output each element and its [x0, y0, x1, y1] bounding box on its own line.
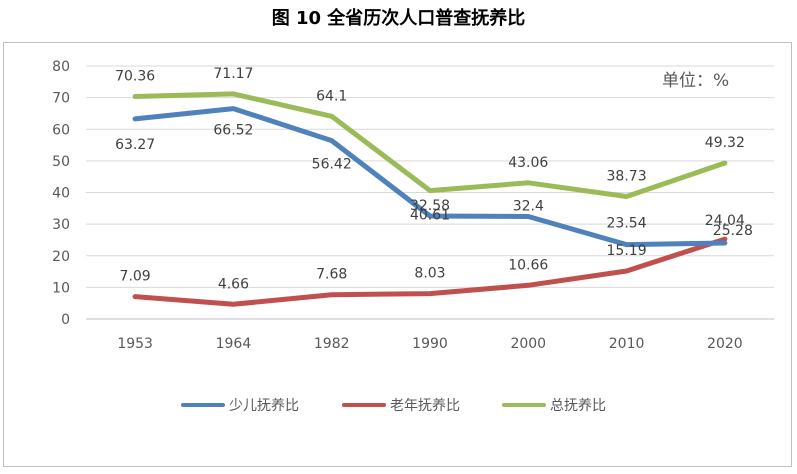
data-label-s2-2010: 38.73 — [607, 169, 647, 185]
x-tick-label-1953: 1953 — [117, 336, 153, 352]
legend: 少儿抚养比 老年抚养比 总抚养比 — [0, 395, 797, 417]
gridlines — [86, 65, 774, 320]
unit-label: 单位：% — [662, 71, 730, 91]
legend-swatch-elderly — [342, 403, 386, 407]
data-label-s2-1953: 70.36 — [115, 68, 155, 84]
data-label-s1-1990: 8.03 — [414, 266, 445, 282]
x-axis-ticks: 1953 1964 1982 1990 2000 2010 2020 — [117, 336, 742, 352]
y-axis-ticks: 0 10 20 30 40 50 60 70 80 — [52, 59, 70, 328]
data-label-s1-1964: 4.66 — [218, 276, 249, 292]
y-tick-label-20: 20 — [52, 249, 70, 265]
legend-item-child: 少儿抚养比 — [181, 395, 299, 415]
legend-swatch-total — [502, 403, 546, 407]
data-label-s1-2010: 15.19 — [607, 243, 647, 259]
data-label-s0-2000: 32.4 — [513, 199, 544, 215]
x-tick-label-1982: 1982 — [314, 336, 350, 352]
data-label-s0-1953: 63.27 — [115, 137, 155, 153]
data-label-s2-1982: 64.1 — [316, 88, 347, 104]
data-label-s2-1964: 71.17 — [213, 66, 253, 82]
y-tick-label-50: 50 — [52, 154, 70, 170]
data-label-s0-1982: 56.42 — [312, 157, 352, 173]
legend-item-elderly: 老年抚养比 — [342, 395, 460, 415]
y-tick-label-40: 40 — [52, 186, 70, 202]
x-tick-label-2010: 2010 — [609, 336, 645, 352]
chart-title: 图 10 全省历次人口普查抚养比 — [271, 8, 526, 29]
x-tick-label-1964: 1964 — [216, 336, 252, 352]
legend-label-total: 总抚养比 — [550, 398, 606, 414]
data-label-s1-2000: 10.66 — [508, 257, 548, 273]
x-tick-label-2000: 2000 — [510, 336, 546, 352]
data-label-s0-2010: 23.54 — [607, 216, 647, 232]
y-tick-label-70: 70 — [52, 91, 70, 107]
series-line-0 — [132, 106, 728, 248]
data-label-s0-2020: 24.04 — [705, 213, 745, 229]
series-line-2 — [132, 91, 728, 199]
y-tick-label-10: 10 — [52, 280, 70, 296]
data-label-s0-1990: 32.58 — [410, 198, 450, 214]
y-tick-label-80: 80 — [52, 59, 70, 75]
legend-label-child: 少儿抚养比 — [229, 398, 299, 414]
data-labels: 63.27 66.52 56.42 32.58 32.4 23.54 24.04 7.09 4.… — [115, 66, 753, 292]
legend-item-total: 总抚养比 — [502, 395, 606, 415]
data-label-s2-2020: 49.32 — [705, 135, 745, 151]
chart-frame — [3, 42, 792, 467]
data-label-s1-2020: 25.28 — [713, 223, 753, 239]
legend-swatch-child — [181, 403, 225, 407]
data-label-s2-2000: 43.06 — [508, 155, 548, 171]
legend-label-elderly: 老年抚养比 — [390, 398, 460, 414]
x-tick-label-2020: 2020 — [707, 336, 743, 352]
data-label-s0-1964: 66.52 — [213, 123, 253, 139]
series-line-1 — [132, 236, 728, 307]
y-tick-label-60: 60 — [52, 122, 70, 138]
data-label-s2-1990: 40.61 — [410, 208, 450, 224]
data-label-s1-1982: 7.68 — [316, 267, 347, 283]
x-tick-label-1990: 1990 — [412, 336, 448, 352]
y-tick-label-0: 0 — [61, 312, 70, 328]
data-label-s1-1953: 7.09 — [120, 269, 151, 285]
series-lines — [132, 91, 728, 307]
y-tick-label-30: 30 — [52, 217, 70, 233]
